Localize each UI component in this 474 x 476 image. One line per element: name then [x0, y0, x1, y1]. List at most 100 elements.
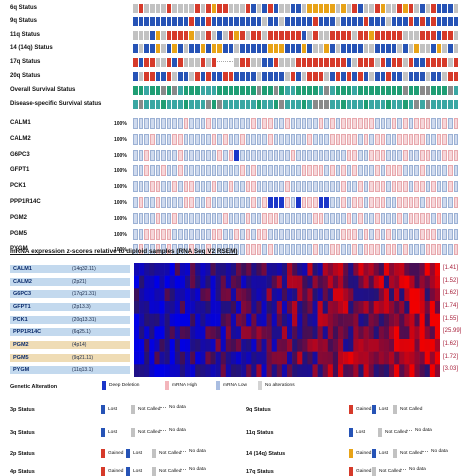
heatmap-cell[interactable]: [353, 301, 359, 314]
sample-cell[interactable]: [239, 228, 245, 240]
sample-cell[interactable]: [374, 17, 380, 26]
sample-cell[interactable]: [206, 212, 211, 224]
sample-cell[interactable]: [329, 4, 335, 13]
heatmap-cell[interactable]: [210, 288, 216, 302]
heatmap-cell[interactable]: [404, 326, 410, 340]
heatmap-cell[interactable]: [373, 364, 380, 377]
heatmap-cell[interactable]: [358, 326, 364, 340]
sample-cell[interactable]: [262, 149, 267, 161]
sample-cell[interactable]: [386, 100, 391, 109]
sample-cell[interactable]: [363, 86, 369, 95]
heatmap-cell[interactable]: [338, 313, 344, 327]
sample-cell[interactable]: [453, 118, 459, 129]
heatmap-cell[interactable]: [302, 364, 308, 377]
sample-cell[interactable]: [369, 17, 374, 26]
sample-cell[interactable]: [239, 44, 245, 53]
sample-cell[interactable]: [352, 72, 357, 81]
sample-cell[interactable]: [369, 228, 374, 240]
sample-cell[interactable]: [166, 244, 172, 256]
sample-cell[interactable]: [194, 181, 200, 193]
heatmap-cell[interactable]: [261, 364, 267, 377]
sample-cell[interactable]: [329, 17, 335, 26]
sample-cell[interactable]: [397, 133, 402, 145]
sample-cell[interactable]: [211, 244, 217, 256]
heatmap-cell[interactable]: [399, 351, 405, 365]
sample-cell[interactable]: [228, 17, 234, 26]
sample-cell[interactable]: [256, 197, 262, 208]
sample-cell[interactable]: [178, 100, 183, 109]
sample-cell[interactable]: [133, 133, 138, 145]
sample-cell[interactable]: [431, 72, 436, 81]
heatmap-cell[interactable]: [159, 288, 165, 302]
heatmap-cell[interactable]: [317, 275, 323, 289]
sample-cell[interactable]: [346, 58, 352, 67]
heatmap-cell[interactable]: [312, 339, 318, 352]
sample-cell[interactable]: [369, 4, 374, 13]
sample-cell[interactable]: [442, 181, 447, 193]
heatmap-cell[interactable]: [134, 301, 140, 314]
sample-cell[interactable]: [211, 197, 217, 208]
sample-cell[interactable]: [206, 118, 211, 129]
heatmap-cell[interactable]: [164, 351, 170, 365]
sample-cell[interactable]: [324, 72, 329, 81]
heatmap-cell[interactable]: [205, 263, 211, 276]
sample-cell[interactable]: [290, 72, 296, 81]
heatmap-cell[interactable]: [348, 351, 354, 365]
heatmap-cell[interactable]: [144, 263, 150, 276]
sample-cell[interactable]: [363, 133, 369, 145]
heatmap-cell[interactable]: [190, 339, 196, 352]
heatmap-cell[interactable]: [134, 326, 140, 340]
sample-cell[interactable]: [324, 100, 329, 109]
heatmap-cell[interactable]: [266, 313, 272, 327]
heatmap-cell[interactable]: [220, 351, 227, 365]
sample-cell[interactable]: [363, 17, 369, 26]
sample-cell[interactable]: [256, 72, 262, 81]
sample-cell[interactable]: [403, 100, 408, 109]
sample-cell[interactable]: [279, 100, 284, 109]
status-track[interactable]: [133, 58, 459, 67]
sample-cell[interactable]: [329, 244, 335, 256]
sample-cell[interactable]: [217, 72, 222, 81]
sample-cell[interactable]: [273, 165, 279, 177]
sample-cell[interactable]: [346, 149, 352, 161]
sample-cell[interactable]: [374, 118, 380, 129]
heatmap-cell[interactable]: [164, 339, 170, 352]
heatmap-cell[interactable]: [281, 313, 288, 327]
sample-cell[interactable]: [313, 197, 318, 208]
sample-cell[interactable]: [251, 72, 256, 81]
sample-cell[interactable]: [335, 17, 341, 26]
sample-cell[interactable]: [363, 4, 369, 13]
heatmap-cell[interactable]: [215, 326, 221, 340]
heatmap-cell[interactable]: [312, 288, 318, 302]
sample-cell[interactable]: [200, 133, 206, 145]
heatmap-cell[interactable]: [317, 288, 323, 302]
sample-cell[interactable]: [223, 149, 228, 161]
heatmap-cell[interactable]: [399, 339, 405, 352]
sample-cell[interactable]: [453, 149, 459, 161]
heatmap-cell[interactable]: [251, 263, 257, 276]
sample-cell[interactable]: [245, 4, 251, 13]
sample-cell[interactable]: [419, 72, 425, 81]
status-track[interactable]: [133, 17, 459, 26]
sample-cell[interactable]: [296, 4, 301, 13]
heatmap-cell[interactable]: [241, 326, 247, 340]
sample-cell[interactable]: [414, 228, 419, 240]
sample-cell[interactable]: [256, 44, 262, 53]
sample-cell[interactable]: [166, 44, 172, 53]
heatmap-cell[interactable]: [358, 301, 364, 314]
heatmap-cell[interactable]: [205, 275, 211, 289]
sample-cell[interactable]: [436, 118, 442, 129]
sample-cell[interactable]: [296, 100, 301, 109]
heatmap-cell[interactable]: [429, 275, 436, 289]
sample-cell[interactable]: [307, 118, 312, 129]
heatmap-cell[interactable]: [292, 339, 298, 352]
sample-cell[interactable]: [352, 17, 357, 26]
sample-cell[interactable]: [284, 86, 290, 95]
sample-cell[interactable]: [329, 133, 335, 145]
heatmap-cell[interactable]: [287, 275, 293, 289]
heatmap-cell[interactable]: [179, 288, 186, 302]
sample-cell[interactable]: [262, 197, 267, 208]
heatmap-cell[interactable]: [363, 351, 369, 365]
heatmap-cell[interactable]: [241, 275, 247, 289]
heatmap-cell[interactable]: [246, 288, 252, 302]
